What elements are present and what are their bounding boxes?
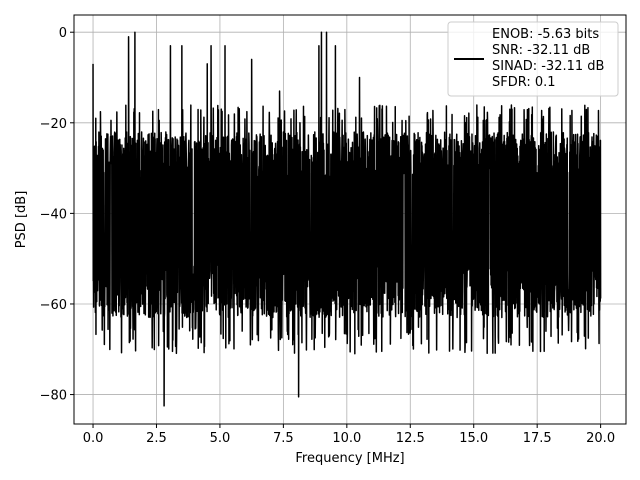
y-tick-label: 0 (59, 26, 67, 41)
x-tick-label: 7.5 (273, 431, 294, 446)
plot-frame (73, 14, 627, 425)
y-tick-label: −80 (40, 389, 67, 404)
psd-line (92, 31, 602, 407)
x-axis-title: Frequency [MHz] (295, 451, 404, 466)
x-tick-label: 12.5 (396, 431, 425, 446)
legend-box (447, 21, 619, 97)
y-axis-title: PSD [dB] (14, 191, 29, 249)
psd-series (92, 31, 602, 407)
legend-snr: SNR: -32.11 dB (492, 43, 590, 58)
x-tick-label: 5.0 (210, 431, 231, 446)
x-tick-label: 2.5 (146, 431, 167, 446)
y-tick-label: −60 (40, 298, 67, 313)
y-axis: 0 −20 −40 −60 −80 (40, 26, 74, 404)
x-tick-label: 17.5 (523, 431, 552, 446)
legend-sinad: SINAD: -32.11 dB (492, 59, 604, 74)
y-tick-label: −40 (40, 207, 67, 222)
x-tick-label: 20.0 (586, 431, 615, 446)
y-tick-label: −20 (40, 117, 67, 132)
x-tick-label: 0.0 (83, 431, 104, 446)
legend: ENOB: -5.63 bits SNR: -32.11 dB SINAD: -… (447, 21, 619, 97)
legend-sfdr: SFDR: 0.1 (492, 75, 556, 90)
x-axis: 0.0 2.5 5.0 7.5 10.0 12.5 15.0 17.5 20.0 (83, 424, 615, 446)
x-tick-label: 15.0 (459, 431, 488, 446)
x-tick-label: 10.0 (332, 431, 361, 446)
legend-enob: ENOB: -5.63 bits (492, 27, 599, 42)
